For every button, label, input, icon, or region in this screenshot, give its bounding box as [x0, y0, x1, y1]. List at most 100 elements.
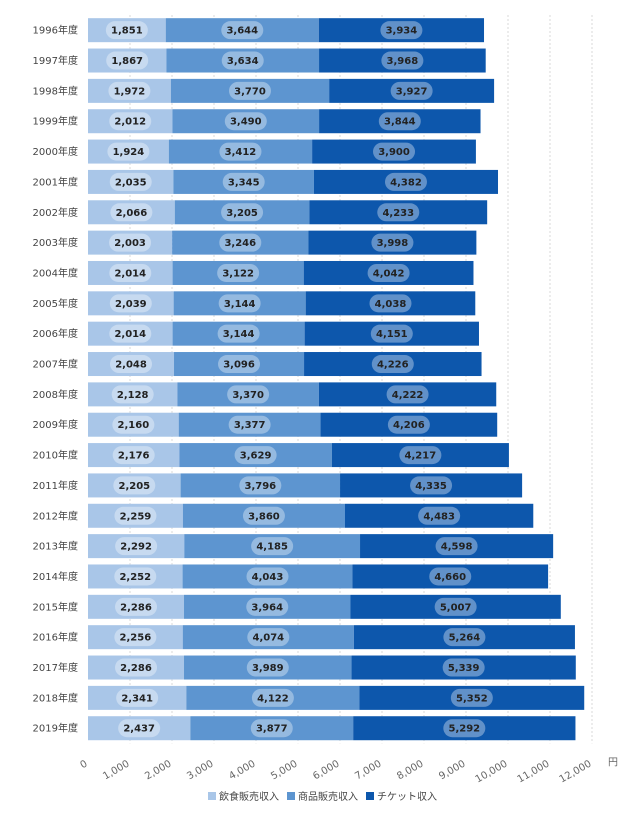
bar-segment [88, 503, 183, 528]
value-label-bubble [218, 294, 261, 313]
y-tick-label: 1998年度 [33, 84, 78, 97]
bar-segment [88, 78, 171, 103]
value-label-bubble [112, 446, 155, 465]
bar-segment [172, 321, 305, 346]
y-tick-label: 2003年度 [33, 236, 78, 249]
value-label-bubble [373, 142, 416, 161]
value-label-bubble [113, 476, 156, 495]
value-label-bubble [106, 51, 149, 70]
x-tick-label: 8,000 [395, 758, 425, 782]
value-label-bubble [218, 355, 261, 374]
value-label: 1,867 [111, 56, 143, 67]
value-label: 3,644 [226, 26, 258, 37]
value-label: 3,144 [223, 329, 255, 340]
y-tick-label: 1999年度 [33, 115, 78, 128]
bar-segment [359, 685, 585, 710]
value-label: 4,222 [392, 390, 424, 401]
bar-segment [88, 473, 181, 498]
value-label-bubble [399, 446, 442, 465]
value-label-bubble [219, 233, 262, 252]
bar-segment [174, 200, 310, 225]
bar-segment [88, 18, 166, 43]
bar-segment [88, 382, 178, 407]
value-label: 2,252 [119, 572, 151, 583]
value-label-bubble [217, 324, 260, 343]
value-label: 3,246 [224, 238, 256, 249]
value-label-bubble [246, 597, 289, 616]
x-tick-label: 4,000 [227, 758, 257, 782]
y-axis-labels: 1996年度 1997年度 1998年度 1999年度 2000年度 2001年度 2002… [33, 24, 78, 735]
value-label: 4,217 [405, 451, 437, 462]
value-label: 5,007 [440, 602, 472, 613]
value-label-bubble [112, 415, 155, 434]
bar-segment [88, 291, 174, 316]
value-label-bubble [443, 719, 486, 738]
value-label-bubble [109, 233, 152, 252]
value-label-bubble [450, 688, 493, 707]
value-label: 2,128 [117, 390, 149, 401]
y-tick-label: 2018年度 [33, 691, 78, 704]
y-tick-label: 1996年度 [33, 24, 78, 37]
bar-segment [88, 169, 174, 194]
value-label: 2,286 [120, 663, 152, 674]
bar-segment [304, 352, 482, 377]
value-label: 3,412 [225, 147, 257, 158]
value-label-bubble [381, 51, 424, 70]
x-tick-label: 2,000 [143, 758, 173, 782]
value-label-bubble [114, 506, 157, 525]
value-label-bubble [387, 415, 430, 434]
bar-segment [88, 321, 173, 346]
value-label-bubble [443, 628, 486, 647]
x-tick-label: 0 [78, 758, 89, 771]
value-label: 3,377 [234, 420, 266, 431]
value-label: 2,292 [120, 542, 152, 553]
value-label: 4,038 [375, 299, 407, 310]
x-tick-label: 5,000 [269, 758, 299, 782]
value-label: 1,972 [114, 86, 146, 97]
value-label-bubble [217, 263, 260, 282]
value-label-bubble [116, 688, 159, 707]
value-label: 3,144 [224, 299, 256, 310]
value-label: 3,900 [378, 147, 410, 158]
bar-segment [88, 230, 173, 255]
value-label-bubble [105, 21, 148, 40]
value-label: 4,382 [390, 177, 422, 188]
bar-segment [172, 230, 309, 255]
bar-segment [88, 625, 183, 650]
y-tick-label: 2008年度 [33, 388, 78, 401]
y-tick-label: 2014年度 [33, 570, 78, 583]
bar-segment [170, 78, 330, 103]
y-tick-label: 2017年度 [33, 661, 78, 674]
bar-segment [88, 139, 169, 164]
value-label: 2,014 [114, 329, 146, 340]
value-label: 4,483 [423, 511, 455, 522]
value-label: 3,490 [230, 117, 262, 128]
value-label-bubble [442, 658, 485, 677]
value-label-bubble [111, 385, 154, 404]
bar-segment [174, 352, 305, 377]
value-label: 1,851 [111, 26, 143, 37]
y-tick-label: 2015年度 [33, 600, 78, 613]
value-label: 2,341 [121, 693, 153, 704]
x-tick-label: 3,000 [185, 758, 215, 782]
x-tick-label: 7,000 [353, 758, 383, 782]
legend-swatch [287, 792, 295, 800]
value-label-bubble [234, 446, 277, 465]
value-label-bubble [239, 476, 282, 495]
bar-segment [88, 716, 191, 741]
value-label-bubble [418, 506, 461, 525]
value-label: 3,998 [377, 238, 409, 249]
bar-segment [88, 352, 175, 377]
bar-segment [319, 48, 486, 73]
value-label: 4,043 [252, 572, 284, 583]
value-label-bubble [221, 51, 264, 70]
bar-segment [88, 200, 175, 225]
y-tick-label: 1997年度 [33, 54, 78, 67]
bar-segment [319, 109, 481, 134]
value-label: 4,598 [441, 542, 473, 553]
value-label-bubble [384, 172, 427, 191]
value-label-bubble [110, 203, 153, 222]
bar-segment [184, 655, 352, 680]
value-label-bubble [386, 385, 429, 404]
